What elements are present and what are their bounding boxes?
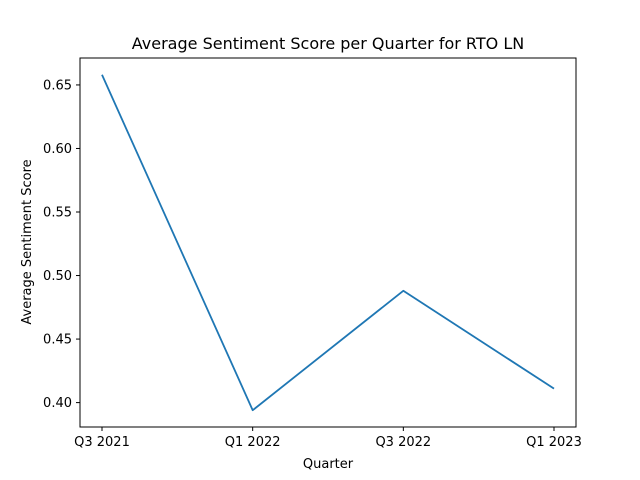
y-tick-label: 0.65 (43, 78, 72, 93)
x-tick-label: Q3 2022 (375, 435, 431, 450)
x-axis-label: Quarter (303, 457, 354, 472)
x-tick-label: Q1 2022 (225, 435, 281, 450)
x-tick-label: Q3 2021 (74, 435, 130, 450)
y-tick-label: 0.45 (43, 333, 72, 348)
y-tick-label: 0.50 (43, 269, 72, 284)
y-axis: 0.40 0.45 0.50 0.55 0.60 0.65 (43, 78, 80, 411)
y-axis-label: Average Sentiment Score (20, 159, 35, 324)
series-layer (101, 74, 555, 412)
x-tick-label: Q1 2023 (526, 435, 582, 450)
y-tick-label: 0.55 (43, 206, 72, 221)
chart-title: Average Sentiment Score per Quarter for … (132, 34, 524, 53)
x-axis: Q3 2021 Q1 2022 Q3 2022 Q1 2023 (74, 427, 582, 450)
plot-area (79, 57, 577, 428)
y-tick-label: 0.60 (43, 142, 72, 157)
y-tick-label: 0.40 (43, 396, 72, 411)
series-line (101, 74, 555, 412)
